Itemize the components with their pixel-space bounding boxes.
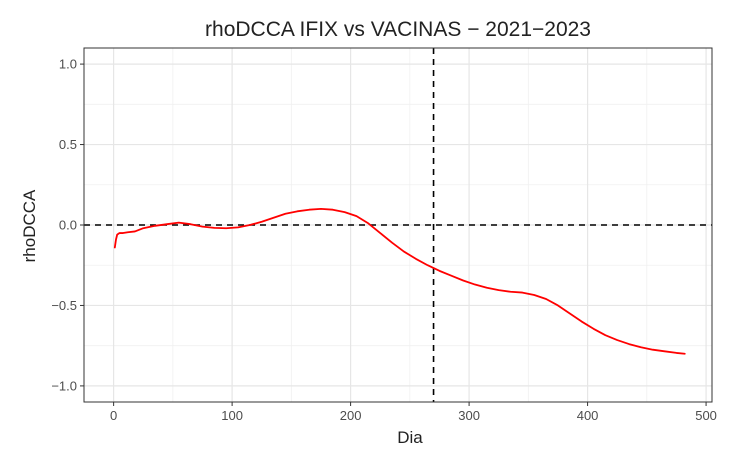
chart-title: rhoDCCA IFIX vs VACINAS − 2021−2023 bbox=[205, 18, 591, 41]
y-tick-label: −0.5 bbox=[51, 298, 77, 313]
series-line bbox=[113, 208, 686, 355]
y-tick-label: 0.0 bbox=[59, 218, 77, 233]
y-tick-label: −1.0 bbox=[51, 378, 77, 393]
x-tick-label: 400 bbox=[577, 408, 599, 423]
x-tick-label: 200 bbox=[340, 408, 362, 423]
y-axis-title: rhoDCCA bbox=[20, 189, 39, 262]
plot-area: 0 100 200 300 400 500 −1.0 −0.5 0.0 0.5 1.0 bbox=[51, 47, 717, 423]
y-tick-label: 1.0 bbox=[59, 57, 77, 72]
x-tick-label: 500 bbox=[695, 408, 717, 423]
x-tick-label: 0 bbox=[110, 408, 117, 423]
x-tick-label: 300 bbox=[458, 408, 480, 423]
x-tick-label: 100 bbox=[221, 408, 243, 423]
x-axis-title: Dia bbox=[397, 428, 423, 447]
y-tick-label: 0.5 bbox=[59, 137, 77, 152]
